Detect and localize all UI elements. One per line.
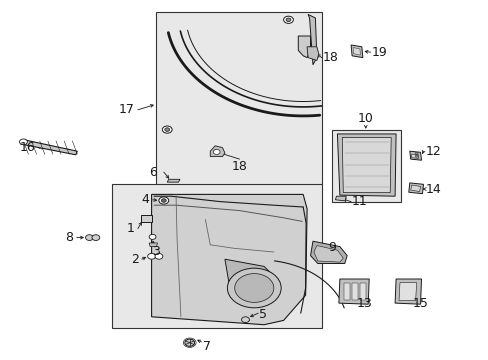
Circle shape [184,339,194,346]
Polygon shape [351,283,357,300]
Polygon shape [149,243,157,247]
Polygon shape [342,138,390,193]
Polygon shape [310,241,346,264]
Polygon shape [360,283,366,300]
Polygon shape [313,246,343,262]
Circle shape [414,152,417,154]
Circle shape [283,16,293,23]
Polygon shape [141,215,151,222]
Text: 12: 12 [425,145,440,158]
Circle shape [155,253,163,259]
Polygon shape [167,179,180,182]
Polygon shape [352,48,360,55]
Circle shape [85,235,93,240]
Text: 3: 3 [152,245,160,258]
Circle shape [161,199,166,202]
Polygon shape [20,140,77,155]
Circle shape [20,139,27,145]
Polygon shape [411,154,418,158]
Polygon shape [408,183,423,194]
Circle shape [213,149,220,154]
Circle shape [164,128,169,131]
Polygon shape [335,196,346,201]
Polygon shape [350,45,362,58]
Polygon shape [307,14,316,65]
Text: 10: 10 [357,112,373,125]
Polygon shape [394,279,421,304]
Text: 19: 19 [371,46,386,59]
Polygon shape [210,146,224,157]
Text: 1: 1 [126,222,134,235]
Polygon shape [410,185,420,192]
Polygon shape [306,47,318,60]
Circle shape [414,155,417,157]
Polygon shape [338,279,368,304]
Polygon shape [224,259,278,292]
Text: 9: 9 [328,241,336,254]
Polygon shape [298,36,310,58]
Bar [331,130,400,202]
Text: 17: 17 [119,103,134,116]
Text: 15: 15 [412,297,427,310]
Polygon shape [398,283,416,301]
Text: 11: 11 [351,195,367,208]
Polygon shape [151,194,306,325]
Circle shape [234,274,273,302]
Polygon shape [343,283,349,300]
Circle shape [149,234,156,239]
Text: 2: 2 [131,253,139,266]
Circle shape [241,317,249,323]
Circle shape [159,197,168,204]
Bar [155,12,321,185]
Text: 8: 8 [65,231,73,244]
Bar [112,184,321,328]
Text: 18: 18 [322,51,338,64]
Text: 7: 7 [203,340,210,353]
Circle shape [162,126,172,133]
Polygon shape [409,151,421,160]
Circle shape [92,235,100,240]
Circle shape [285,18,290,22]
Circle shape [227,268,281,308]
Polygon shape [337,134,395,196]
Text: 13: 13 [356,297,371,310]
Text: 18: 18 [231,160,247,173]
Text: 6: 6 [149,166,157,179]
Circle shape [147,253,155,259]
Text: 16: 16 [20,141,35,154]
Text: 14: 14 [425,183,440,195]
Text: 4: 4 [141,193,149,206]
Text: 5: 5 [259,309,266,321]
